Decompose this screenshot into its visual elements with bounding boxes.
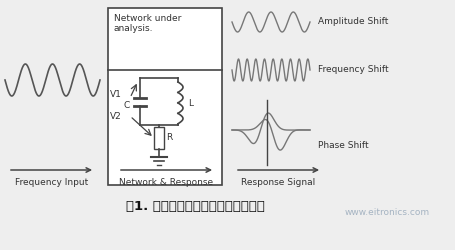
Text: Phase Shift: Phase Shift [317, 140, 368, 149]
Bar [108, 8, 222, 185]
Text: Network under
analysis.: Network under analysis. [114, 14, 181, 34]
Text: Frequency Input: Frequency Input [15, 178, 88, 187]
Text: www.eitronics.com: www.eitronics.com [344, 208, 429, 217]
Text: Amplitude Shift: Amplitude Shift [317, 18, 388, 26]
Text: Network & Response: Network & Response [119, 178, 213, 187]
Text: Frequency Shift: Frequency Shift [317, 66, 388, 74]
Text: V2: V2 [110, 112, 121, 121]
Text: L: L [187, 98, 192, 108]
Bar [154, 127, 164, 149]
Text: V1: V1 [110, 90, 121, 99]
Text: R: R [166, 134, 172, 142]
Text: 图1. 具有复数阻抗特性的传感器模型: 图1. 具有复数阻抗特性的传感器模型 [125, 200, 264, 213]
Text: Response Signal: Response Signal [241, 178, 315, 187]
Text: C: C [123, 102, 130, 110]
